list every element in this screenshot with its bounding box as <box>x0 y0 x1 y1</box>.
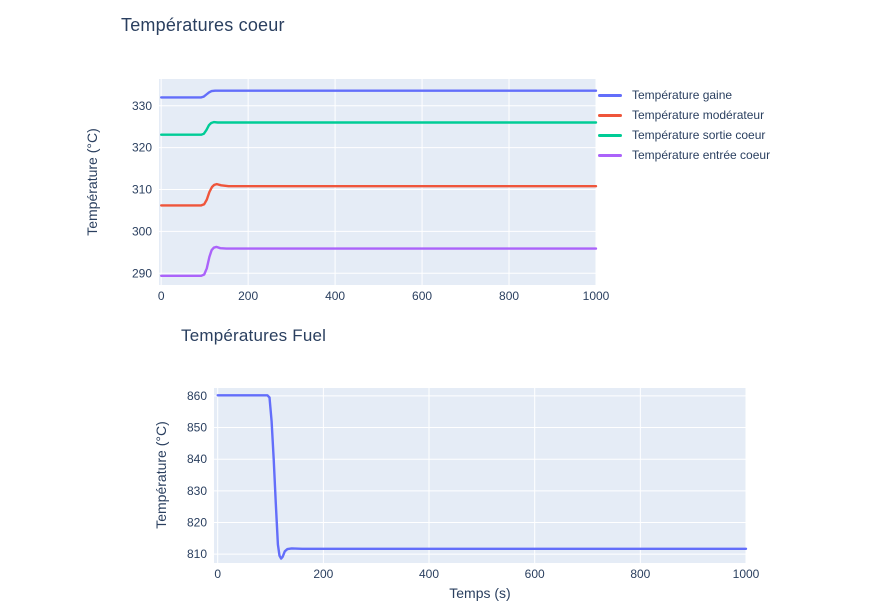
legend-item-temperature-entree-coeur[interactable]: Température entrée coeur <box>598 145 770 165</box>
y-tick-label: 290 <box>132 266 152 280</box>
x-tick-label: 600 <box>525 567 545 581</box>
legend-label: Température modérateur <box>632 108 765 122</box>
x-axis-title-temperatures-fuel: Temps (s) <box>449 585 510 601</box>
y-tick-label: 310 <box>132 183 152 197</box>
plot-background-temperatures-fuel[interactable] <box>214 388 746 563</box>
y-tick-label: 810 <box>187 547 207 561</box>
legend-line-swatch <box>598 113 622 117</box>
x-tick-label: 0 <box>214 567 221 581</box>
chart-title-temperatures-coeur: Températures coeur <box>121 15 285 35</box>
y-tick-label: 330 <box>132 99 152 113</box>
legend-label: Température gaine <box>632 88 733 102</box>
series-line-temperature-gaine <box>159 89 598 99</box>
x-tick-label: 0 <box>158 289 165 303</box>
y-tick-label: 850 <box>187 421 207 435</box>
series-line-temperature-sortie-coeur <box>159 120 598 136</box>
y-tick-label: 860 <box>187 389 207 403</box>
y-tick-label: 820 <box>187 515 207 529</box>
legend-line-swatch <box>598 133 622 137</box>
x-tick-label: 600 <box>412 289 432 303</box>
y-tick-label: 300 <box>132 224 152 238</box>
legend-line-swatch <box>598 153 622 157</box>
x-tick-label: 200 <box>313 567 333 581</box>
series-line-temperature-entree-coeur <box>159 245 598 277</box>
x-tick-label: 400 <box>419 567 439 581</box>
legend-item-temperature-moderateur[interactable]: Température modérateur <box>598 105 770 125</box>
y-tick-label: 830 <box>187 484 207 498</box>
x-tick-label: 200 <box>238 289 258 303</box>
x-tick-label: 400 <box>325 289 345 303</box>
legend-line-swatch <box>598 93 622 97</box>
x-tick-label: 800 <box>630 567 650 581</box>
legend-item-temperature-sortie-coeur[interactable]: Température sortie coeur <box>598 125 770 145</box>
series-line-temperature-fuel <box>216 394 748 560</box>
y-axis-title-temperatures-coeur: Température (°C) <box>84 128 100 236</box>
y-tick-label: 840 <box>187 452 207 466</box>
y-tick-label: 320 <box>132 141 152 155</box>
chart-title-temperatures-fuel: Températures Fuel <box>181 326 327 345</box>
chart-legend: Température gaine Température modérateur T… <box>598 85 770 165</box>
x-tick-label: 1000 <box>583 289 610 303</box>
x-tick-label: 1000 <box>733 567 760 581</box>
x-tick-label: 800 <box>499 289 519 303</box>
plot-background-temperatures-coeur[interactable] <box>159 79 596 285</box>
legend-label: Température entrée coeur <box>632 148 771 162</box>
legend-item-temperature-gaine[interactable]: Température gaine <box>598 85 770 105</box>
legend-label: Température sortie coeur <box>632 128 766 142</box>
series-line-temperature-moderateur <box>159 182 598 207</box>
y-axis-title-temperatures-fuel: Température (°C) <box>153 421 169 529</box>
